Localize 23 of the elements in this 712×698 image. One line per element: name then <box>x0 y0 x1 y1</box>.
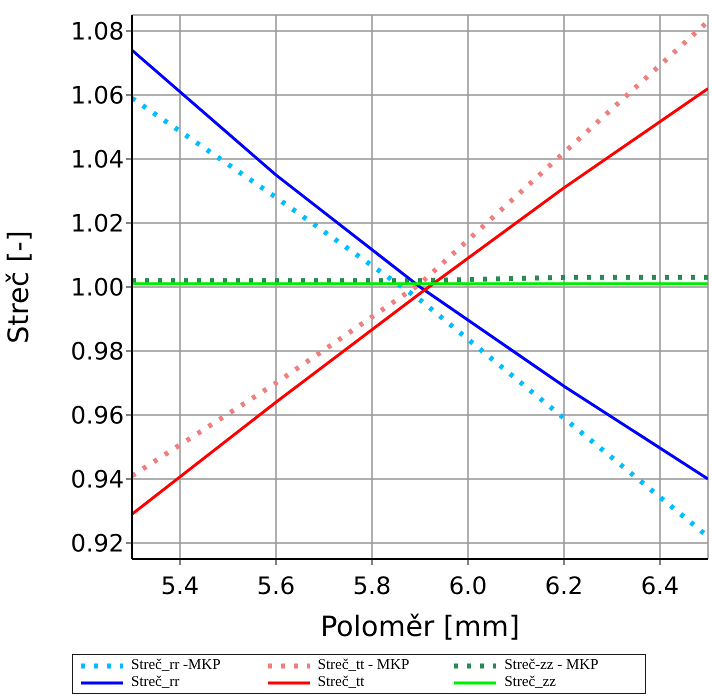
y-tick-label: 1.02 <box>70 210 124 238</box>
y-tick-label: 0.92 <box>70 530 124 558</box>
y-tick-label: 1.08 <box>70 18 124 46</box>
legend-label: Streč_tt <box>318 674 364 691</box>
y-tick-label: 0.98 <box>70 338 124 366</box>
legend-label: Streč-zz - MKP <box>504 657 598 674</box>
x-tick-label: 5.6 <box>256 572 296 600</box>
y-axis-title: Streč [-] <box>2 230 35 344</box>
legend-label: Streč_tt - MKP <box>318 657 410 674</box>
legend-label: Streč_rr <box>131 674 180 691</box>
legend-label: Streč_rr -MKP <box>131 657 221 674</box>
y-tick-label: 1.06 <box>70 82 124 110</box>
legend-label: Streč_zz <box>504 674 556 691</box>
y-tick-label: 1.00 <box>70 274 124 302</box>
x-tick-label: 6.0 <box>448 572 488 600</box>
x-tick-label: 6.2 <box>544 572 584 600</box>
y-tick-label: 0.96 <box>70 402 124 430</box>
x-tick-label: 6.4 <box>640 572 680 600</box>
x-tick-label: 5.8 <box>352 572 392 600</box>
x-axis-title: Poloměr [mm] <box>320 610 520 643</box>
y-tick-label: 1.04 <box>70 146 124 174</box>
x-tick-label: 5.4 <box>160 572 200 600</box>
y-tick-label: 0.94 <box>70 466 124 494</box>
